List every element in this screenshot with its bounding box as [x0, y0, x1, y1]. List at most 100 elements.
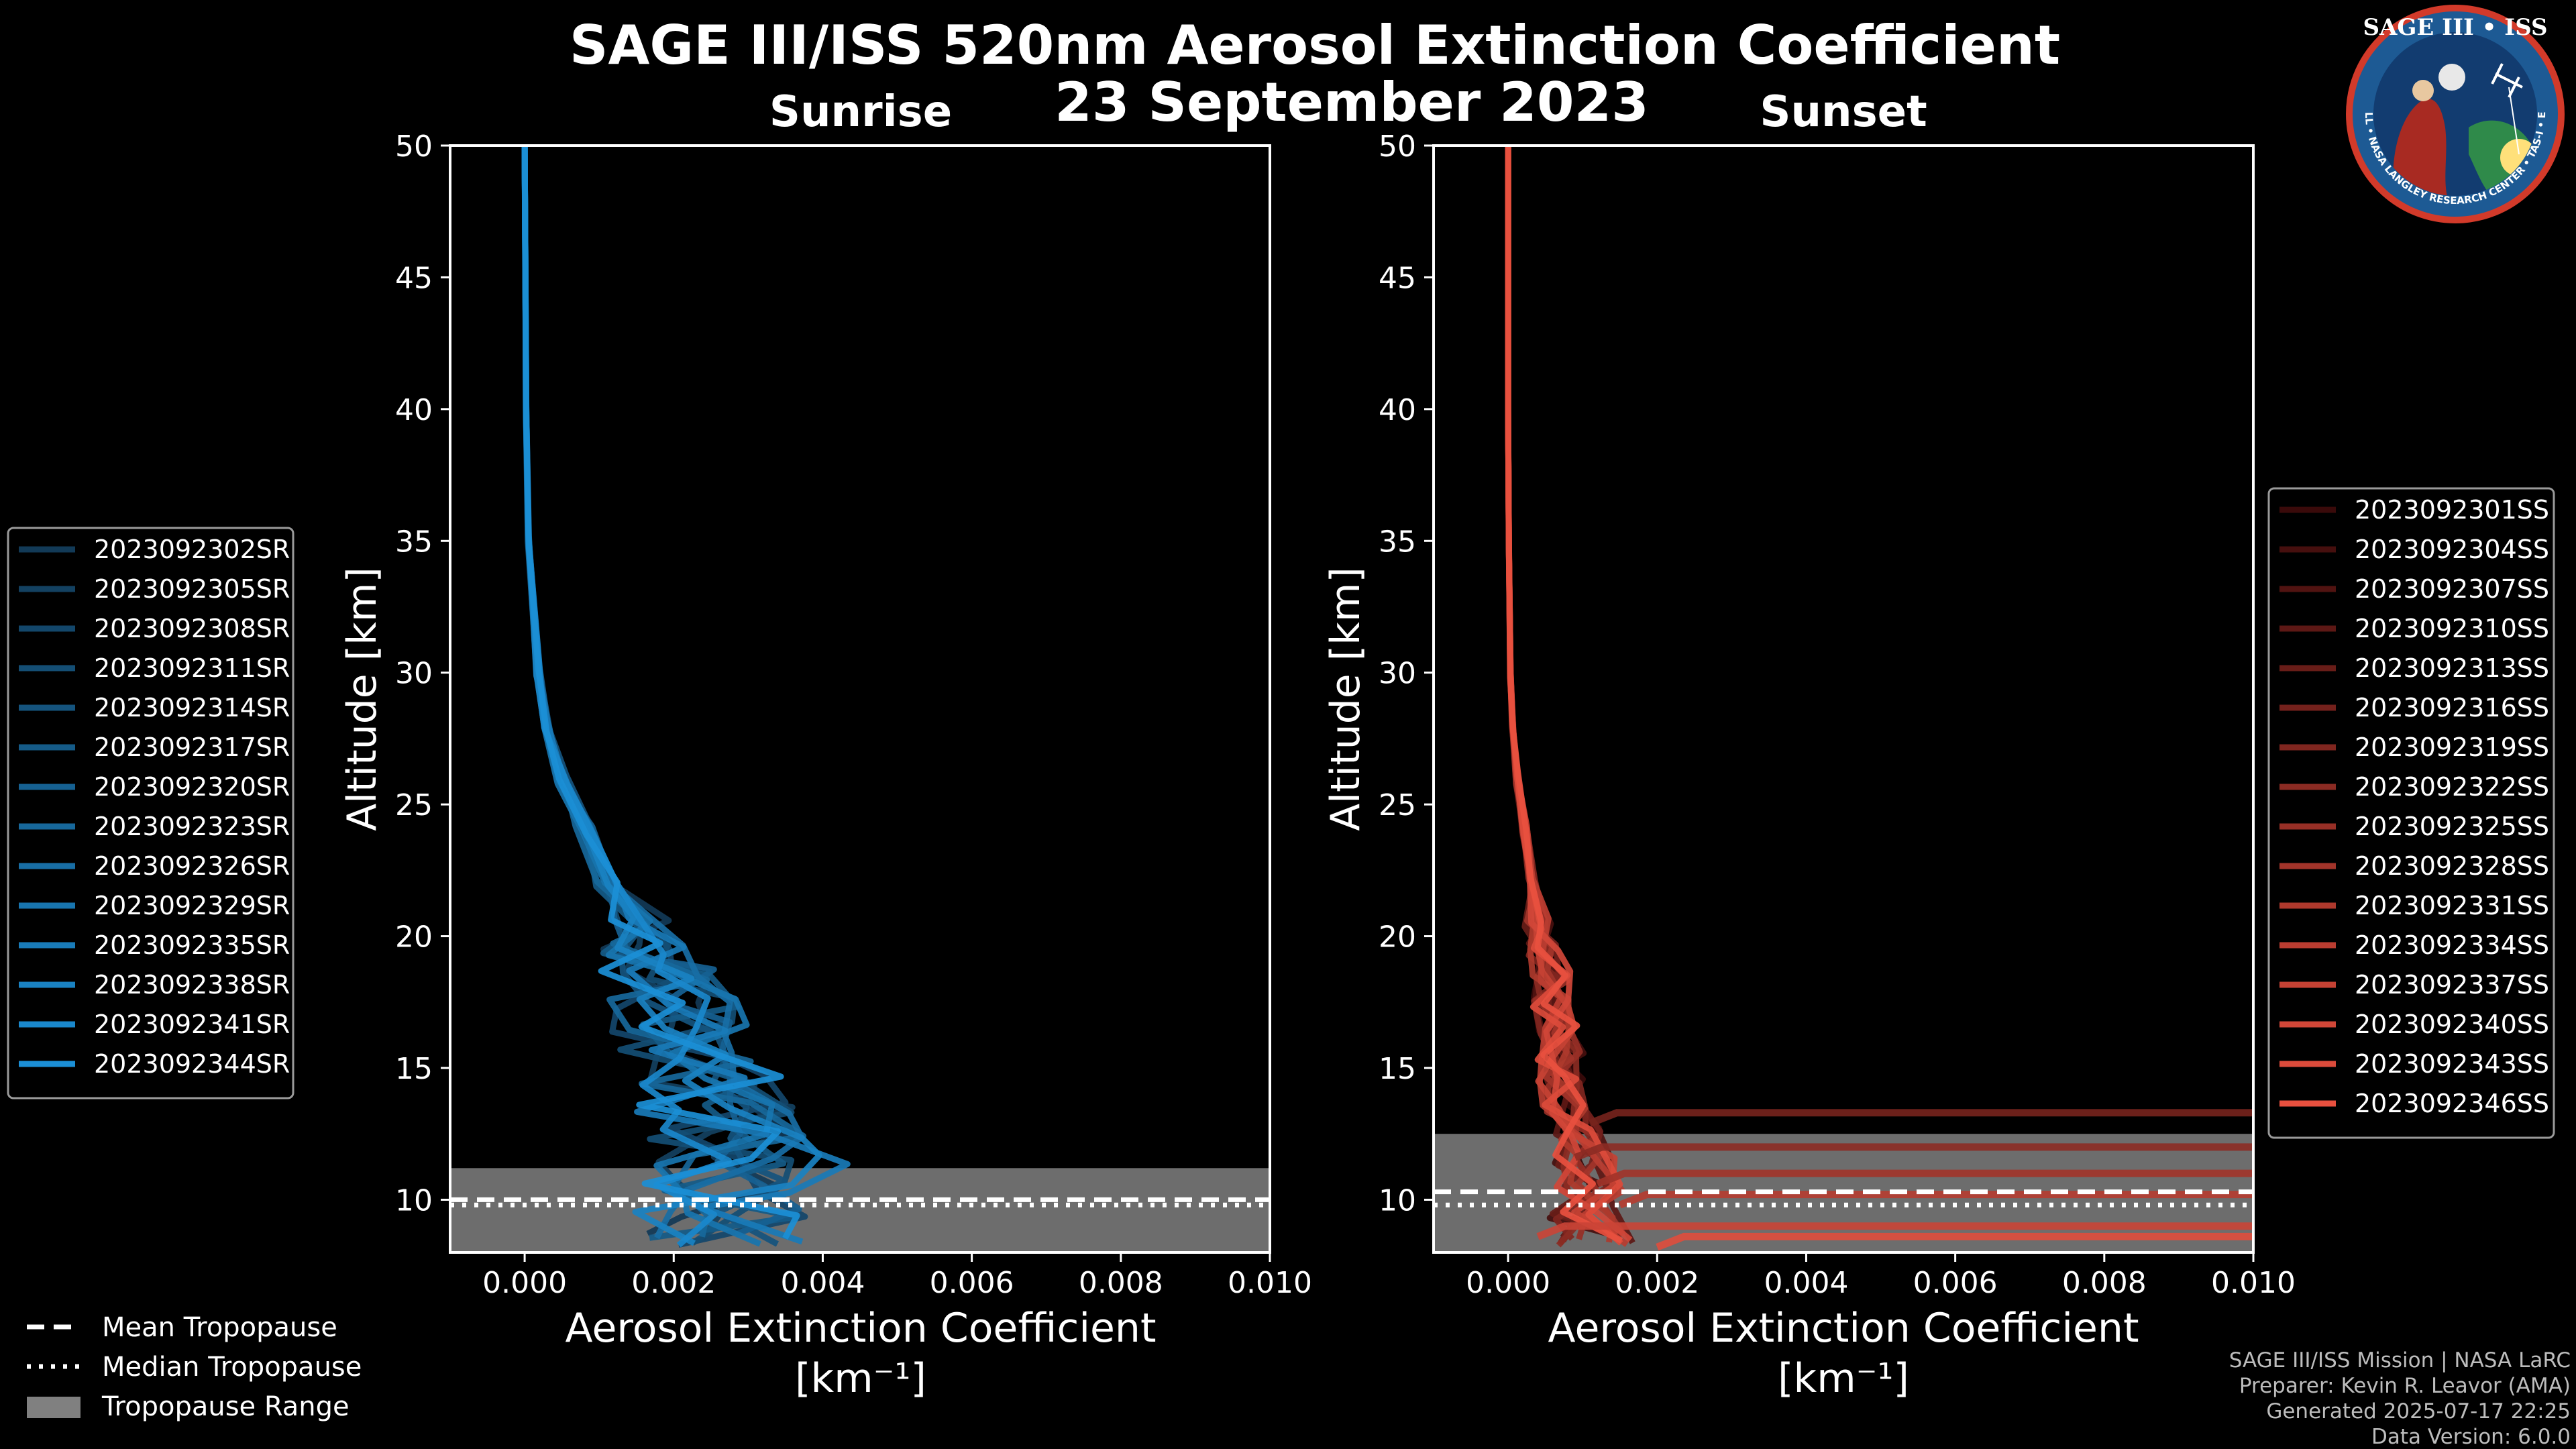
sunrise-x-tick-label: 0.010	[1228, 1266, 1312, 1300]
sunset-legend: 2023092301SS 2023092304SS 2023092307SS 2023…	[2267, 487, 2555, 1139]
sunset-tropopause-lines	[1434, 1189, 2253, 1208]
sunset-legend-label: 2023092307SS	[2355, 574, 2549, 604]
sunset-x-tick-label: 0.010	[2211, 1266, 2296, 1300]
sunrise-tropopause-range-band	[450, 1168, 1270, 1252]
sunrise-legend-label: 2023092302SR	[94, 535, 290, 564]
sunset-legend-label: 2023092316SS	[2355, 693, 2549, 722]
median-tropopause-label: Median Tropopause	[102, 1352, 362, 1383]
sunrise-x-tick-label: 0.000	[482, 1266, 567, 1300]
tropopause-legend: Mean Tropopause Median Tropopause Tropop…	[27, 1312, 362, 1422]
sunset-legend-label: 2023092304SS	[2355, 535, 2549, 564]
sunset-plot-frame	[1432, 144, 2255, 1254]
sunrise-y-tick-label: 40	[395, 393, 433, 427]
sunset-x-tick-label: 0.002	[1615, 1266, 1699, 1300]
sunset-legend-label: 2023092325SS	[2355, 812, 2549, 841]
sunset-legend-label: 2023092322SS	[2355, 772, 2549, 802]
sunrise-plot: 0.000 0.002 0.004 0.006 0.008 0.010 10 15 20 25 30…	[339, 129, 1312, 1402]
sunrise-legend-label: 2023092311SR	[94, 653, 290, 683]
sunset-legend-label: 2023092343SS	[2355, 1049, 2549, 1079]
sunset-xlabel: Aerosol Extinction Coefficient	[1548, 1305, 2139, 1352]
sunset-x-tick-label: 0.006	[1913, 1266, 1998, 1300]
credit-line-1: SAGE III/ISS Mission | NASA LaRC	[2229, 1348, 2571, 1373]
sunset-y-tick-label: 50	[1379, 129, 1416, 164]
sunrise-xlabel-unit: [km⁻¹]	[795, 1355, 926, 1402]
sunset-high-extinction-trace	[1656, 1232, 2253, 1251]
sunset-x-tick-label: 0.008	[2062, 1266, 2147, 1300]
credit-line-2: Preparer: Kevin R. Leavor (AMA)	[2239, 1374, 2571, 1398]
tropopause-range-label: Tropopause Range	[101, 1391, 350, 1422]
sunrise-y-tick-label: 25	[395, 788, 433, 822]
sunrise-legend-label: 2023092314SR	[94, 693, 290, 722]
sunrise-y-tick-label: 45	[395, 261, 433, 295]
tropopause-range-swatch	[27, 1397, 80, 1418]
astronomer-head-icon	[2412, 80, 2434, 101]
sunset-legend-frame	[2267, 487, 2555, 1139]
sunset-x-tick-label: 0.004	[1764, 1266, 1848, 1300]
sunrise-y-tick-label: 15	[395, 1052, 433, 1086]
sunrise-y-tick-label: 20	[395, 920, 433, 955]
sunset-legend-label: 2023092346SS	[2355, 1089, 2549, 1118]
sunrise-legend-label: 2023092323SR	[94, 812, 290, 841]
sunrise-ylabel: Altitude [km]	[339, 567, 386, 831]
sunrise-profiles	[521, 146, 851, 1248]
sunrise-legend: 2023092302SR 2023092305SR 2023092308SR 2023…	[7, 527, 294, 1099]
figure-date: 23 September 2023	[1055, 71, 1649, 133]
sunrise-legend-frame	[7, 527, 294, 1099]
light-ray-icon	[2508, 87, 2520, 155]
sunrise-legend-label: 2023092344SR	[94, 1049, 290, 1079]
sunset-y-tick-label: 25	[1379, 788, 1416, 822]
sunrise-legend-label: 2023092308SR	[94, 614, 290, 643]
sunrise-x-tick-label: 0.008	[1079, 1266, 1163, 1300]
sunrise-profile-2023092344SR	[521, 146, 800, 1240]
sunrise-legend-label: 2023092305SR	[94, 574, 290, 604]
sunrise-x-tick-label: 0.004	[780, 1266, 865, 1300]
sunrise-xlabel: Aerosol Extinction Coefficient	[566, 1305, 1157, 1352]
sunrise-legend-label: 2023092326SR	[94, 851, 290, 881]
credit-line-3: Generated 2025-07-17 22:25	[2266, 1399, 2571, 1424]
sunset-high-extinction-trace	[1618, 1191, 2253, 1209]
sunset-high-extinction-trace	[1574, 1143, 2253, 1161]
sunset-profiles	[1505, 146, 2253, 1251]
sunset-legend-label: 2023092334SS	[2355, 930, 2549, 960]
sunset-high-extinction-trace	[1589, 1109, 2253, 1127]
sunrise-plot-background	[450, 146, 1270, 1252]
logo-title: SAGE III • ISS	[2363, 14, 2547, 41]
sunset-legend-label: 2023092313SS	[2355, 653, 2549, 683]
sunset-y-tick-label: 10	[1379, 1183, 1416, 1218]
sunrise-axis-ticks: 0.000 0.002 0.004 0.006 0.008 0.010 10 15 20 25 30…	[395, 129, 1312, 1300]
sunrise-tropopause-lines	[450, 1197, 1270, 1208]
sunset-y-tick-label: 40	[1379, 393, 1416, 427]
sunset-y-tick-label: 15	[1379, 1052, 1416, 1086]
sunrise-legend-label: 2023092329SR	[94, 891, 290, 920]
sunset-plot: 0.000 0.002 0.004 0.006 0.008 0.010 10 15 20 25 30…	[1322, 129, 2296, 1402]
sunset-legend-label: 2023092331SS	[2355, 891, 2549, 920]
sunset-y-tick-label: 35	[1379, 525, 1416, 559]
sunset-panel-title: Sunset	[1760, 87, 1927, 137]
sunset-y-tick-label: 20	[1379, 920, 1416, 955]
sunset-xlabel-unit: [km⁻¹]	[1778, 1355, 1909, 1402]
sunset-legend-label: 2023092319SS	[2355, 733, 2549, 762]
sunset-high-extinction-trace	[1536, 1222, 2253, 1240]
sunrise-x-tick-label: 0.006	[930, 1266, 1014, 1300]
sunrise-legend-label: 2023092338SR	[94, 970, 290, 1000]
sunrise-y-tick-label: 30	[395, 657, 433, 691]
sunrise-y-tick-label: 50	[395, 129, 433, 164]
sunset-legend-label: 2023092301SS	[2355, 495, 2549, 525]
robed-astronomer-icon	[2393, 99, 2449, 196]
sunrise-y-tick-label: 10	[395, 1183, 433, 1218]
sunrise-legend-label: 2023092341SR	[94, 1010, 290, 1039]
moon-icon	[2438, 64, 2465, 91]
credits: SAGE III/ISS Mission | NASA LaRC Prepare…	[2229, 1348, 2571, 1449]
sunset-legend-label: 2023092328SS	[2355, 851, 2549, 881]
sunset-legend-label: 2023092337SS	[2355, 970, 2549, 1000]
sunrise-legend-label: 2023092335SR	[94, 930, 290, 960]
mission-patch-logo: SAGE III • ISS BALL • NASA LANGLEY RESEA…	[2346, 5, 2565, 223]
sunset-axis-ticks: 0.000 0.002 0.004 0.006 0.008 0.010 10 15 20 25 30…	[1379, 129, 2296, 1300]
sunset-y-tick-label: 45	[1379, 261, 1416, 295]
sunrise-legend-label: 2023092317SR	[94, 733, 290, 762]
figure-title: SAGE III/ISS 520nm Aerosol Extinction Co…	[570, 14, 2060, 76]
sunset-profile-2023092346SS	[1505, 146, 1623, 1244]
sunrise-x-tick-label: 0.002	[631, 1266, 716, 1300]
sunset-legend-label: 2023092310SS	[2355, 614, 2549, 643]
